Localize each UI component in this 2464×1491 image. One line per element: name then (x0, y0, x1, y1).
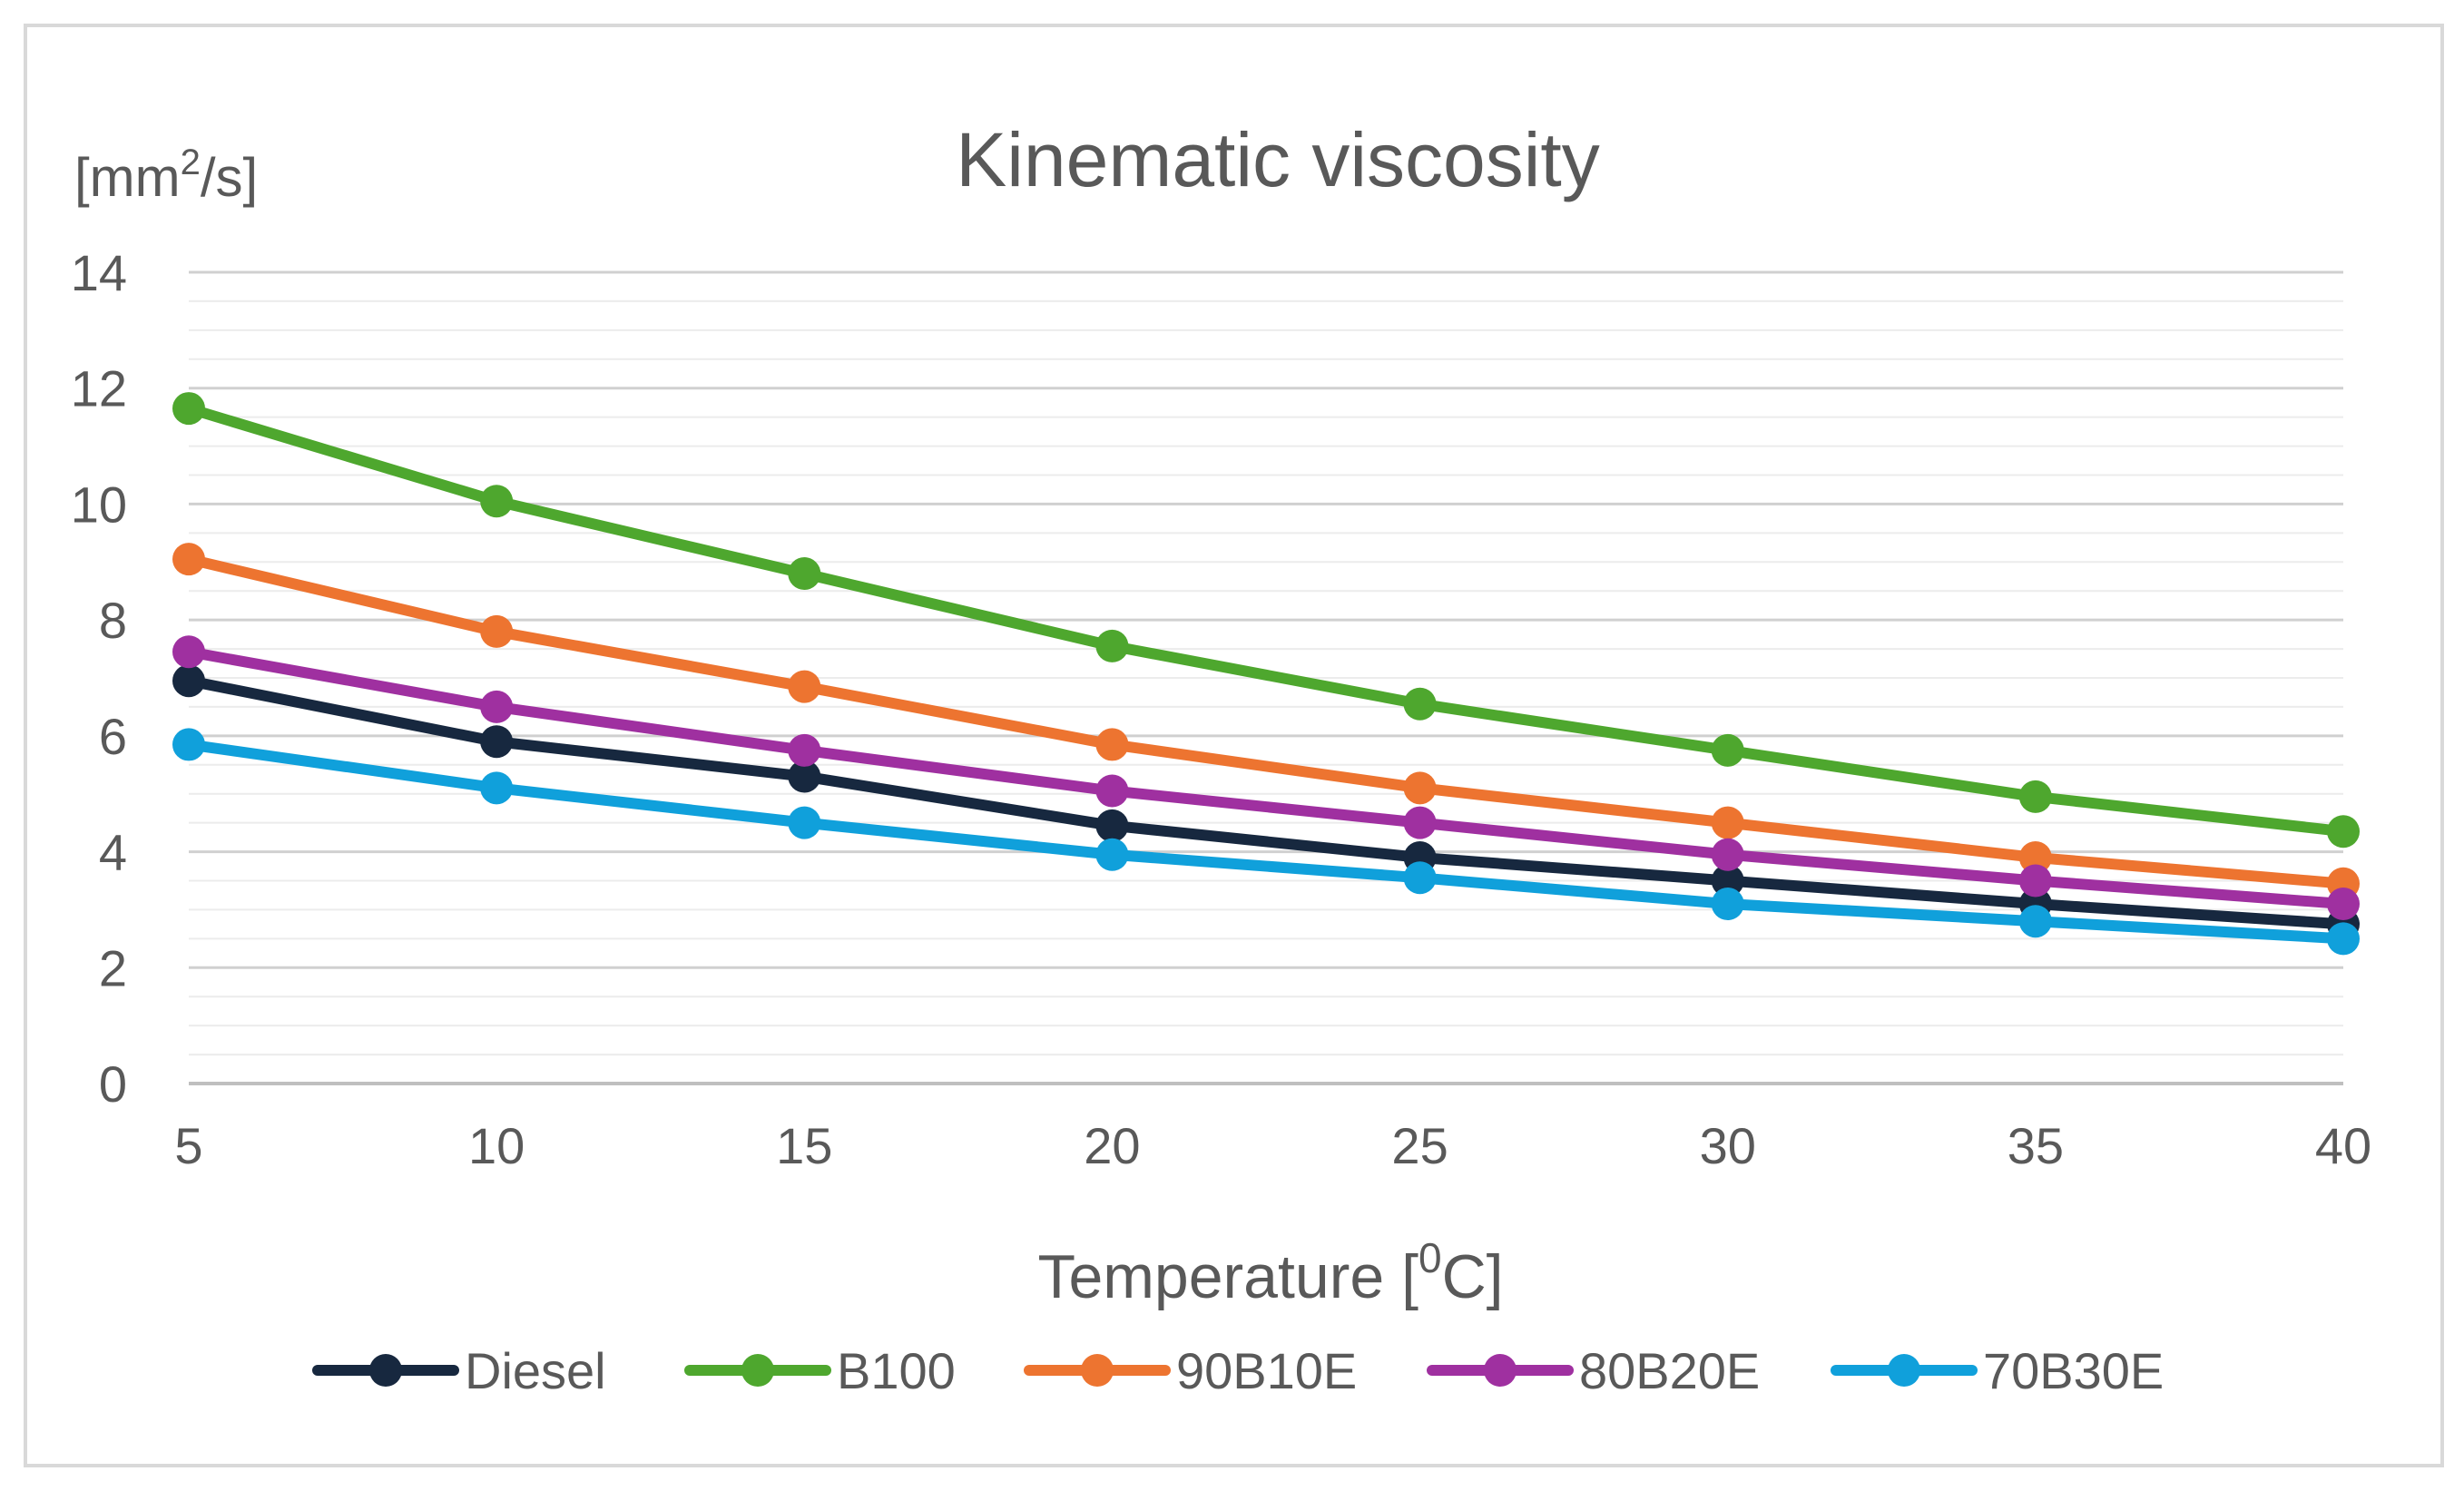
chart-title: Kinematic viscosity (956, 117, 1600, 202)
x-tick-label: 15 (776, 1117, 832, 1174)
data-point (480, 485, 514, 518)
y-tick-label: 14 (71, 244, 127, 301)
data-point (2327, 815, 2360, 848)
y-tick-labels: 0 2 4 6 8 10 12 14 (71, 244, 127, 1113)
x-tick-label: 10 (468, 1117, 525, 1174)
data-point (1711, 864, 1744, 898)
series-line (183, 675, 2349, 930)
data-point (1095, 838, 1129, 871)
y-tick-label: 0 (99, 1055, 127, 1113)
series-90b10e (172, 543, 2360, 900)
data-point (172, 635, 205, 669)
series-line (183, 739, 2349, 945)
chart-frame: Kinematic viscosity [mm2/s] 0 2 4 6 8 10 12 14 … (24, 24, 2444, 1467)
data-point (2018, 905, 2052, 938)
data-point (788, 733, 821, 767)
x-tick-labels: 5 10 15 20 25 30 35 40 (174, 1117, 2371, 1174)
data-point (1711, 888, 1744, 921)
legend: Diesel B100 90B10E 80B20E 70B30E (312, 1342, 2164, 1399)
data-point (1711, 806, 1744, 839)
data-point (788, 557, 821, 591)
legend-item-diesel: Diesel (312, 1342, 606, 1399)
data-point (172, 392, 205, 426)
y-tick-label: 12 (71, 360, 127, 417)
legend-swatch-marker (1081, 1354, 1114, 1387)
x-tick-label: 25 (1391, 1117, 1448, 1174)
line-chart: Kinematic viscosity [mm2/s] 02468101214 … (71, 117, 2371, 1399)
x-axis-label: Temperature [0C] (1037, 1234, 1503, 1311)
data-point (172, 664, 205, 698)
legend-item-80b20e: 80B20E (1427, 1342, 1760, 1399)
legend-item-b100: B100 (684, 1342, 956, 1399)
data-point (1095, 629, 1129, 662)
data-point (2018, 864, 2052, 898)
series-line (183, 646, 2349, 910)
legend-label: 90B10E (1176, 1342, 1357, 1399)
y-axis-unit-label: [mm2/s] (74, 142, 258, 208)
series-line (183, 403, 2349, 838)
data-point (172, 728, 205, 761)
legend-label: 70B30E (1983, 1342, 2164, 1399)
data-point (172, 543, 205, 576)
series-b100 (172, 392, 2360, 848)
data-point (2018, 780, 2052, 813)
x-tick-label: 5 (174, 1117, 202, 1174)
data-point (480, 690, 514, 723)
legend-swatch-marker (741, 1354, 774, 1387)
data-point (788, 760, 821, 793)
legend-label: B100 (837, 1342, 956, 1399)
data-point (1095, 809, 1129, 842)
data-point (1095, 774, 1129, 808)
data-point (1403, 861, 1437, 895)
data-point (1095, 728, 1129, 761)
data-point (1403, 687, 1437, 721)
y-tick-label: 10 (71, 476, 127, 533)
y-tick-label: 4 (99, 824, 127, 881)
data-point (2327, 888, 2360, 921)
x-tick-label: 30 (1700, 1117, 1756, 1174)
data-point (2327, 922, 2360, 956)
y-tick-label: 8 (99, 592, 127, 649)
data-point (480, 725, 514, 759)
legend-swatch-marker (1888, 1354, 1920, 1387)
legend-item-70b30e: 70B30E (1831, 1342, 2164, 1399)
x-tick-label: 20 (1084, 1117, 1140, 1174)
y-tick-label: 2 (99, 939, 127, 996)
y-tick-label: 6 (99, 708, 127, 765)
legend-swatch-marker (1484, 1354, 1517, 1387)
data-point (1711, 733, 1744, 767)
data-point (2018, 840, 2052, 874)
gridlines (189, 270, 2343, 1085)
legend-label: Diesel (465, 1342, 606, 1399)
legend-item-90b10e: 90B10E (1024, 1342, 1357, 1399)
data-point (788, 670, 821, 703)
legend-label: 80B20E (1579, 1342, 1760, 1399)
data-point (1403, 806, 1437, 839)
legend-swatch-marker (369, 1354, 402, 1387)
x-tick-label: 35 (2008, 1117, 2064, 1174)
data-point (1403, 771, 1437, 805)
series-line (183, 554, 2349, 889)
data-point (1711, 838, 1744, 871)
series-lines (172, 392, 2360, 956)
data-point (480, 771, 514, 805)
series-70b30e (172, 728, 2360, 956)
data-point (788, 806, 821, 839)
x-tick-label: 40 (2315, 1117, 2371, 1174)
series-80b20e (172, 635, 2360, 921)
data-point (480, 614, 514, 648)
